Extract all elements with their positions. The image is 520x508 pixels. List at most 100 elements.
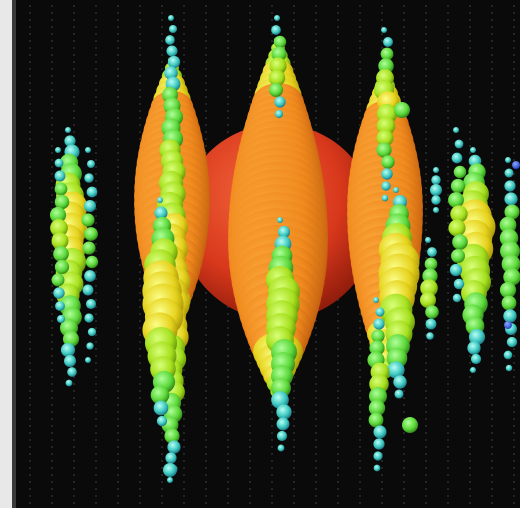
- hit: [67, 367, 77, 377]
- sensor: [205, 110, 207, 112]
- sensor: [227, 411, 229, 413]
- sensor: [139, 495, 141, 497]
- sensor: [51, 453, 53, 455]
- sensor: [337, 432, 339, 434]
- sensor: [359, 488, 361, 490]
- sensor: [95, 180, 97, 182]
- sensor: [513, 89, 515, 91]
- sensor: [491, 75, 493, 77]
- sensor: [249, 54, 251, 56]
- sensor: [447, 152, 449, 154]
- sensor: [205, 362, 207, 364]
- sensor: [29, 376, 31, 378]
- sensor: [249, 61, 251, 63]
- sensor: [117, 12, 119, 14]
- sensor: [359, 47, 361, 49]
- sensor: [161, 439, 163, 441]
- hit: [274, 36, 286, 48]
- sensor: [469, 82, 471, 84]
- sensor: [29, 460, 31, 462]
- sensor: [51, 19, 53, 21]
- sensor: [29, 306, 31, 308]
- sensor: [249, 89, 251, 91]
- sensor: [183, 418, 185, 420]
- sensor: [95, 327, 97, 329]
- sensor: [161, 432, 163, 434]
- sensor: [29, 159, 31, 161]
- sensor: [117, 208, 119, 210]
- sensor: [315, 404, 317, 406]
- sensor: [513, 376, 515, 378]
- sensor: [95, 166, 97, 168]
- sensor: [205, 12, 207, 14]
- sensor: [359, 446, 361, 448]
- sensor: [117, 369, 119, 371]
- sensor: [95, 313, 97, 315]
- sensor: [337, 355, 339, 357]
- sensor: [183, 502, 185, 504]
- sensor: [183, 460, 185, 462]
- sensor: [315, 96, 317, 98]
- sensor: [447, 89, 449, 91]
- sensor: [425, 502, 427, 504]
- sensor: [139, 47, 141, 49]
- sensor: [425, 446, 427, 448]
- sensor: [205, 355, 207, 357]
- sensor: [29, 117, 31, 119]
- sensor: [139, 292, 141, 294]
- sensor: [315, 103, 317, 105]
- sensor: [227, 488, 229, 490]
- sensor: [183, 446, 185, 448]
- sensor: [469, 488, 471, 490]
- sensor: [337, 110, 339, 112]
- sensor: [51, 26, 53, 28]
- sensor: [29, 502, 31, 504]
- sensor: [117, 131, 119, 133]
- sensor: [51, 264, 53, 266]
- sensor: [315, 432, 317, 434]
- hit: [373, 318, 384, 329]
- sensor: [227, 362, 229, 364]
- sensor: [73, 33, 75, 35]
- sensor: [117, 173, 119, 175]
- sensor: [469, 432, 471, 434]
- sensor: [293, 19, 295, 21]
- sensor: [117, 341, 119, 343]
- sensor: [95, 138, 97, 140]
- sensor: [51, 348, 53, 350]
- sensor: [513, 124, 515, 126]
- sensor: [205, 61, 207, 63]
- sensor: [359, 460, 361, 462]
- sensor: [447, 313, 449, 315]
- sensor: [183, 425, 185, 427]
- sensor: [447, 222, 449, 224]
- sensor: [491, 264, 493, 266]
- sensor: [51, 369, 53, 371]
- hit: [274, 15, 280, 21]
- sensor: [161, 488, 163, 490]
- sensor: [117, 404, 119, 406]
- sensor: [293, 68, 295, 70]
- sensor: [51, 425, 53, 427]
- sensor: [51, 404, 53, 406]
- sensor: [425, 474, 427, 476]
- sensor: [139, 89, 141, 91]
- sensor: [447, 19, 449, 21]
- sensor: [315, 481, 317, 483]
- sensor: [359, 5, 361, 7]
- sensor: [447, 355, 449, 357]
- sensor: [447, 47, 449, 49]
- sensor: [469, 96, 471, 98]
- sensor: [249, 33, 251, 35]
- sensor: [491, 166, 493, 168]
- sensor: [315, 474, 317, 476]
- sensor: [205, 138, 207, 140]
- sensor: [359, 54, 361, 56]
- sensor: [403, 68, 405, 70]
- hit: [167, 440, 180, 453]
- sensor: [447, 131, 449, 133]
- sensor: [29, 138, 31, 140]
- hit: [84, 227, 98, 241]
- sensor: [29, 19, 31, 21]
- sensor: [29, 481, 31, 483]
